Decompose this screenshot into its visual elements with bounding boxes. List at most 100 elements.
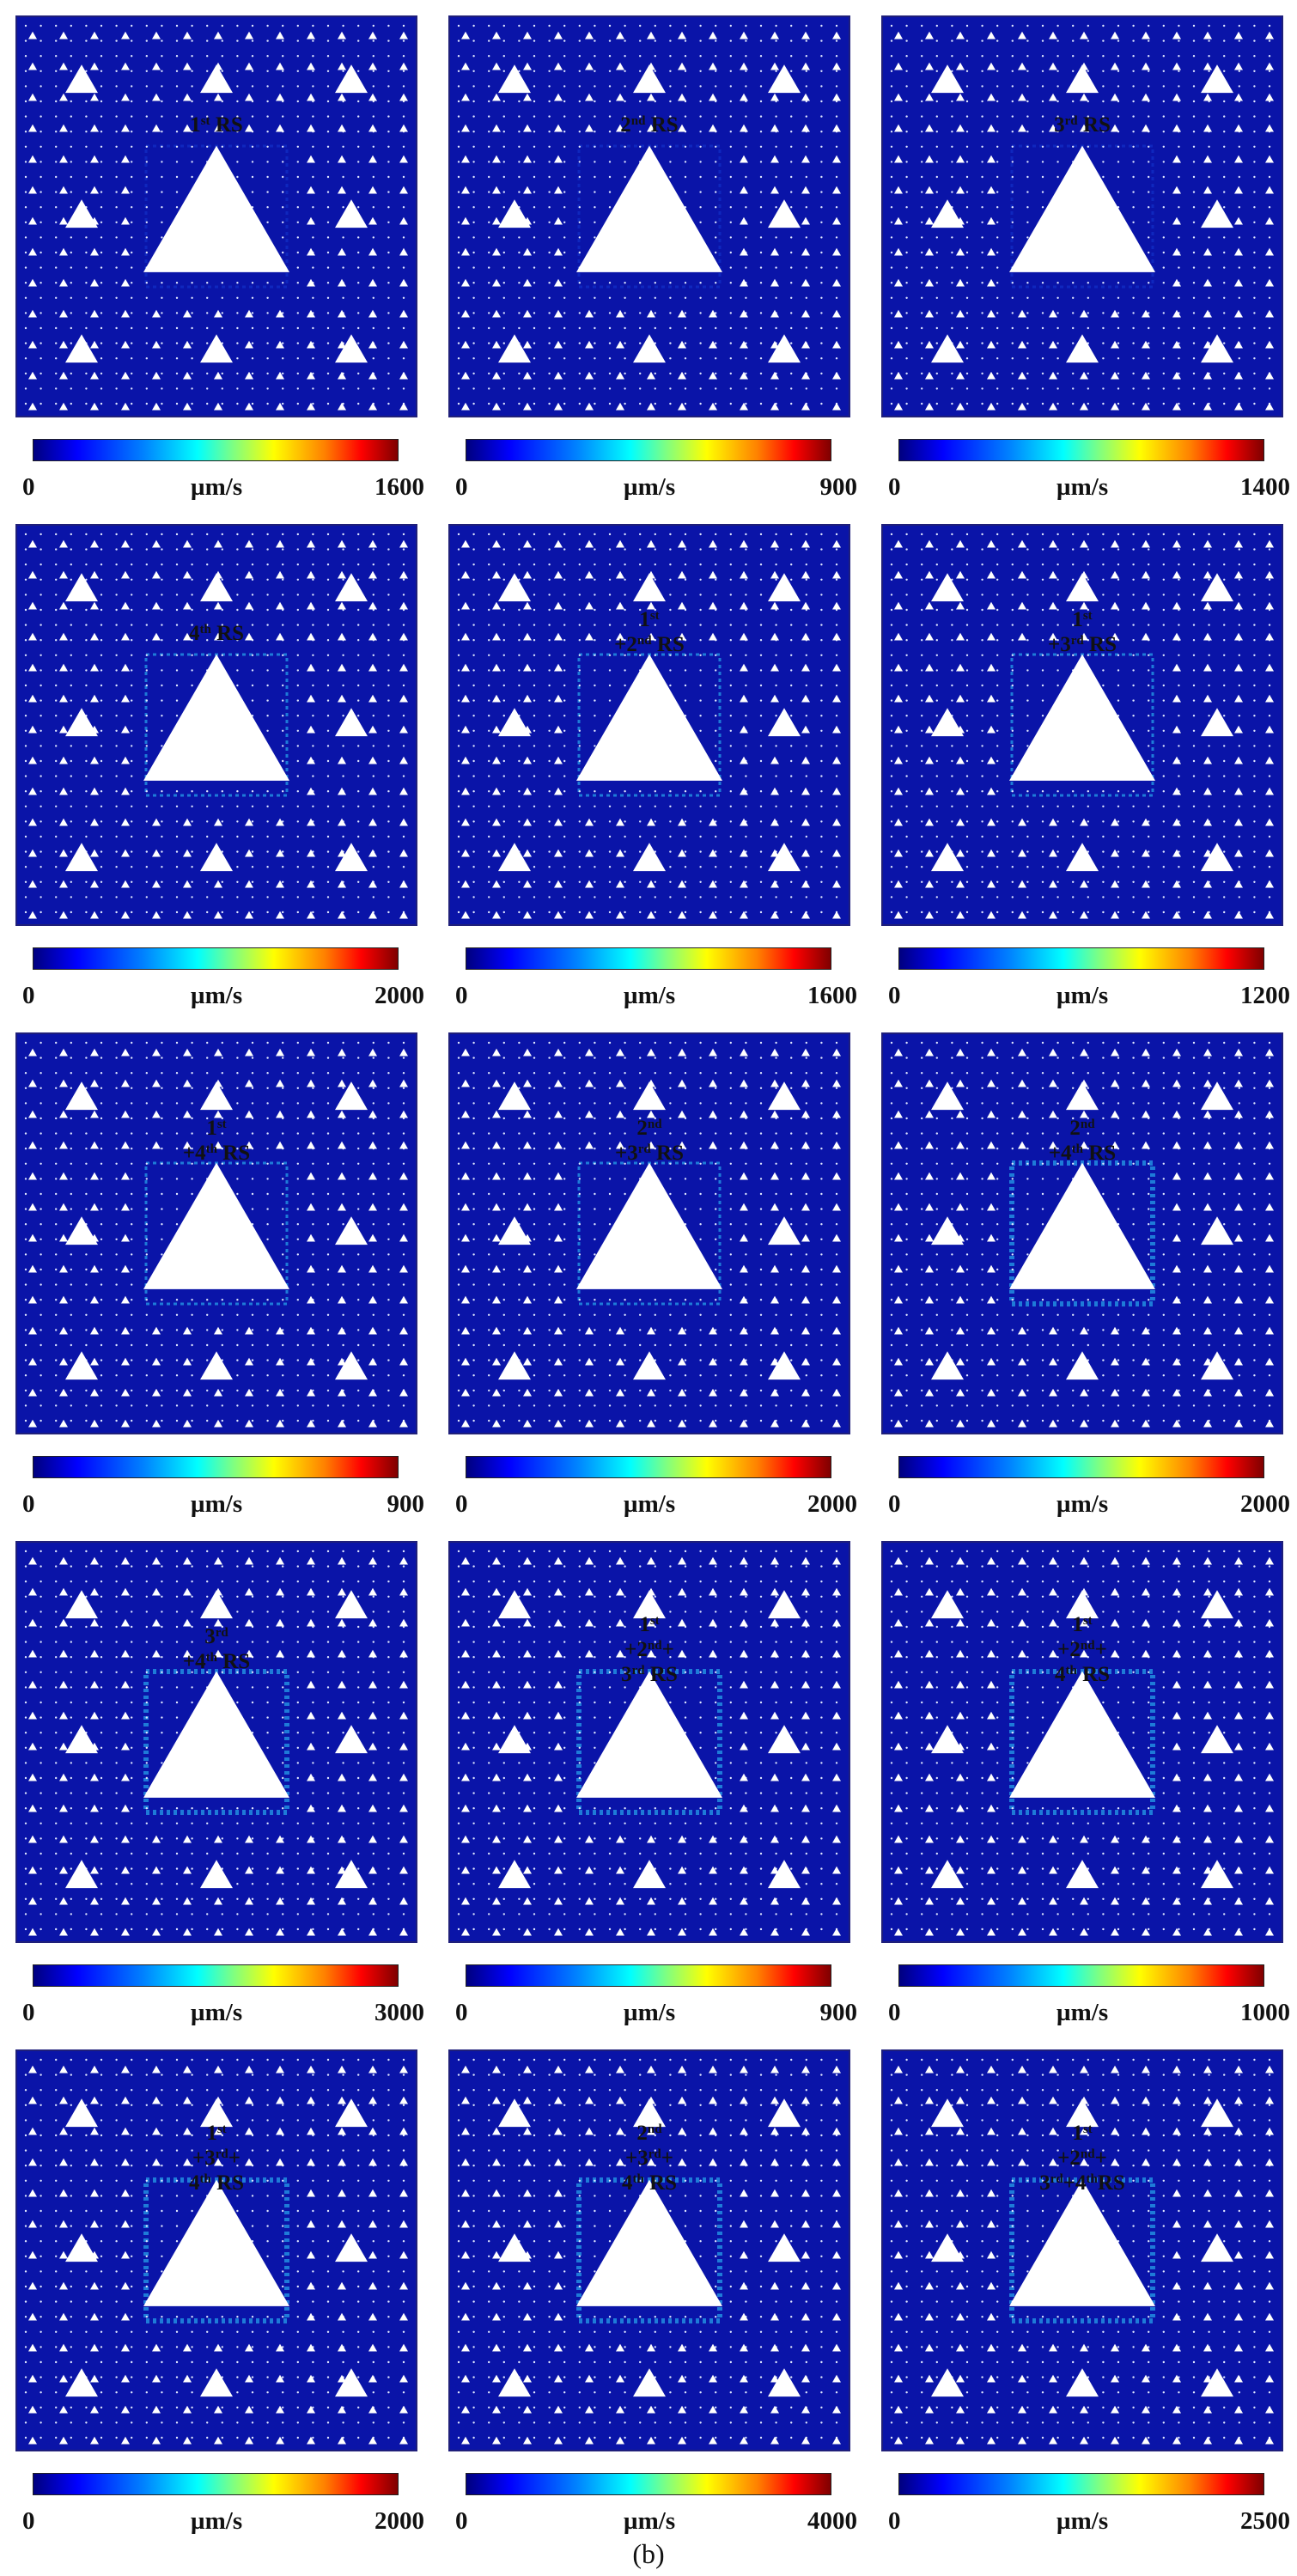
triangle-scatterer: [987, 371, 996, 380]
triangle-scatterer: [492, 539, 501, 548]
arrow-dot: [951, 24, 953, 27]
arrow-dot: [296, 729, 299, 732]
arrow-dot: [518, 608, 521, 612]
triangle-scatterer: [200, 573, 233, 602]
arrow-dot: [921, 85, 923, 88]
arrow-dot: [1148, 699, 1150, 702]
triangle-scatterer: [1018, 632, 1026, 641]
arrow-dot: [40, 100, 42, 103]
arrow-dot: [608, 805, 612, 807]
arrow-dot: [790, 282, 793, 284]
arrow-dot: [578, 880, 581, 883]
triangle-scatterer: [832, 186, 841, 194]
colorbar-max: 1600: [374, 473, 424, 501]
arrow-dot: [145, 745, 148, 747]
arrow-dot: [402, 775, 405, 777]
arrow-dot: [387, 684, 390, 687]
triangle-scatterer: [461, 340, 470, 349]
arrow-dot: [890, 372, 893, 375]
triangle-scatterer: [1080, 539, 1088, 548]
arrow-dot: [488, 684, 490, 687]
arrow-dot: [40, 759, 42, 763]
arrow-dot: [594, 820, 596, 823]
arrow-dot: [357, 608, 360, 612]
arrow-dot: [578, 282, 581, 284]
arrow-dot: [206, 533, 209, 536]
arrow-dot: [965, 820, 969, 823]
arrow-dot: [55, 145, 58, 148]
arrow-dot: [387, 745, 390, 747]
triangle-scatterer: [832, 849, 841, 857]
arrow-dot: [715, 206, 717, 209]
arrow-dot: [40, 372, 42, 375]
arrow-dot: [472, 221, 475, 223]
arrow-dot: [1026, 55, 1029, 58]
arrow-dot: [820, 236, 823, 239]
triangle-scatterer: [399, 186, 408, 194]
arrow-dot: [236, 282, 239, 284]
arrow-dot: [357, 236, 360, 239]
arrow-dot: [935, 624, 938, 626]
arrow-dot: [502, 910, 505, 914]
arrow-dot: [40, 115, 42, 118]
arrow-dot: [70, 759, 72, 763]
arrow-dot: [115, 608, 118, 612]
arrow-dot: [669, 312, 672, 314]
arrow-dot: [965, 910, 969, 914]
triangle-scatterer: [709, 340, 717, 349]
triangle-scatterer: [709, 93, 717, 101]
arrow-dot: [1117, 578, 1120, 581]
arrow-dot: [1072, 880, 1075, 883]
arrow-dot: [24, 206, 27, 209]
arrow-dot: [1026, 357, 1029, 360]
arrow-dot: [608, 669, 612, 672]
arrow-dot: [1148, 191, 1150, 193]
arrow-dot: [1268, 578, 1271, 581]
arrow-dot: [131, 669, 133, 672]
arrow-dot: [131, 175, 133, 179]
arrow-dot: [85, 40, 88, 42]
arrow-dot: [981, 221, 983, 223]
arrow-dot: [1192, 206, 1196, 209]
arrow-dot: [387, 326, 390, 330]
arrow-dot: [282, 85, 284, 88]
triangle-scatterer: [832, 31, 841, 40]
arrow-dot: [835, 70, 838, 72]
arrow-dot: [951, 145, 953, 148]
arrow-dot: [1102, 820, 1105, 823]
arrow-dot: [1148, 896, 1150, 898]
arrow-dot: [594, 357, 596, 360]
triangle-scatterer: [585, 880, 594, 888]
arrow-dot: [1223, 608, 1226, 612]
arrow-dot: [296, 251, 299, 254]
arrow-dot: [965, 715, 969, 717]
arrow-dot: [488, 161, 490, 163]
arrow-dot: [1238, 387, 1240, 390]
arrow-dot: [206, 387, 209, 390]
triangle-scatterer: [616, 62, 624, 70]
triangle-scatterer: [1172, 31, 1181, 40]
arrow-dot: [890, 55, 893, 58]
arrow-dot: [161, 40, 163, 42]
arrow-dot: [251, 372, 254, 375]
triangle-scatterer: [183, 93, 192, 101]
arrow-dot: [775, 296, 777, 299]
arrow-dot: [1253, 775, 1256, 777]
arrow-dot: [805, 326, 807, 330]
triangle-scatterer: [801, 402, 810, 411]
arrow-dot: [457, 896, 460, 898]
arrow-dot: [905, 326, 908, 330]
arrow-dot: [221, 790, 223, 793]
arrow-dot: [1148, 850, 1150, 853]
triangle-scatterer: [1142, 93, 1150, 101]
triangle-scatterer: [307, 694, 315, 703]
arrow-dot: [1148, 563, 1150, 566]
arrow-dot: [996, 715, 999, 717]
arrow-dot: [639, 115, 642, 118]
arrow-dot: [161, 684, 163, 687]
arrow-dot: [502, 578, 505, 581]
arrow-dot: [1223, 206, 1226, 209]
arrow-dot: [161, 85, 163, 88]
arrow-dot: [85, 312, 88, 314]
arrow-dot: [85, 578, 88, 581]
